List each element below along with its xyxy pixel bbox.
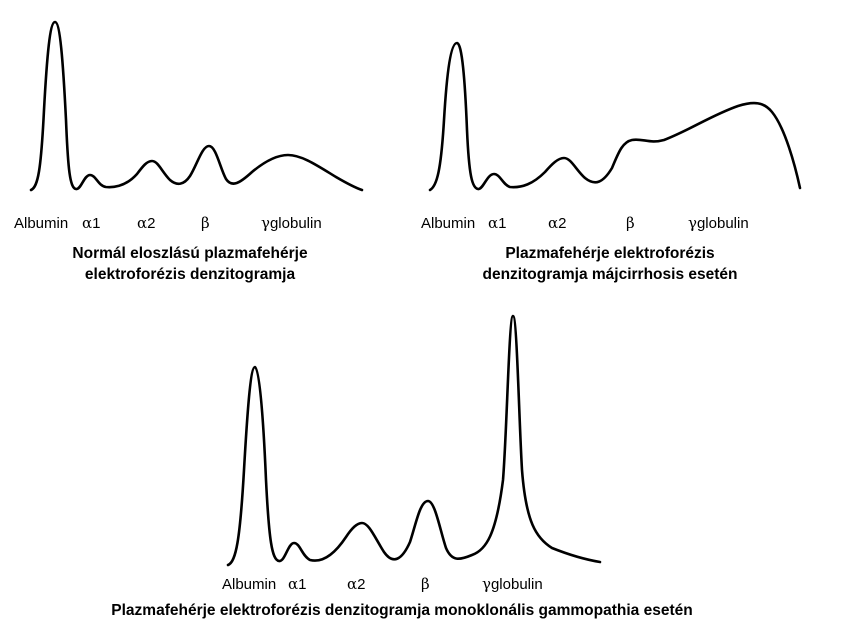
normal-label-gamma-globulin: γglobulin	[261, 214, 322, 232]
monoclonal-alpha1-num: 1	[298, 576, 306, 593]
normal-densitogram-curve	[29, 20, 364, 192]
normal-label-beta: β	[201, 214, 210, 232]
normal-caption-line-1: Normál eloszlású plazmafehérje	[72, 245, 308, 262]
normal-label-alpha2: α2	[137, 214, 155, 232]
monoclonal-densitogram-curve	[226, 314, 602, 567]
monoclonal-globulin-text: globulin	[491, 576, 543, 593]
normal-gamma-greek: γ	[261, 214, 270, 232]
cirrhosis-label-alpha2: α2	[548, 214, 566, 232]
cirrhosis-caption-line-2: denzitogramja májcirrhosis esetén	[483, 266, 738, 283]
cirrhosis-label-gamma-globulin: γglobulin	[688, 214, 749, 232]
monoclonal-alpha2-num: 2	[357, 576, 365, 593]
cirrhosis-gamma-greek: γ	[688, 214, 697, 232]
cirrhosis-label-beta: β	[626, 214, 635, 232]
normal-alpha1-greek: α	[82, 214, 92, 232]
normal-alpha2-num: 2	[147, 215, 155, 232]
cirrhosis-caption-line-1: Plazmafehérje elektroforézis	[505, 245, 714, 262]
normal-globulin-text: globulin	[270, 215, 322, 232]
normal-alpha1-num: 1	[92, 215, 100, 232]
monoclonal-caption: Plazmafehérje elektroforézis denzitogram…	[111, 602, 692, 619]
monoclonal-gamma-greek: γ	[482, 575, 491, 593]
panel-normal: Albumin α1 α2 β γglobulin Normál eloszlá…	[14, 20, 364, 283]
panel-monoclonal: Albumin α1 α2 β γglobulin Plazmafehérje …	[111, 314, 693, 619]
monoclonal-alpha2-greek: α	[347, 575, 357, 593]
monoclonal-label-alpha1: α1	[288, 575, 306, 593]
monoclonal-label-albumin: Albumin	[222, 576, 276, 593]
normal-caption-line-2: elektroforézis denzitogramja	[85, 266, 296, 283]
cirrhosis-alpha2-num: 2	[558, 215, 566, 232]
normal-label-alpha1: α1	[82, 214, 100, 232]
normal-label-albumin: Albumin	[14, 215, 68, 232]
cirrhosis-alpha1-greek: α	[488, 214, 498, 232]
cirrhosis-densitogram-curve	[428, 41, 802, 192]
cirrhosis-alpha1-num: 1	[498, 215, 506, 232]
monoclonal-label-beta: β	[421, 575, 430, 593]
normal-alpha2-greek: α	[137, 214, 147, 232]
panel-cirrhosis: Albumin α1 α2 β γglobulin Plazmafehérje …	[421, 41, 802, 283]
monoclonal-alpha1-greek: α	[288, 575, 298, 593]
monoclonal-label-gamma-globulin: γglobulin	[482, 575, 543, 593]
cirrhosis-alpha2-greek: α	[548, 214, 558, 232]
cirrhosis-label-albumin: Albumin	[421, 215, 475, 232]
cirrhosis-label-alpha1: α1	[488, 214, 506, 232]
monoclonal-label-alpha2: α2	[347, 575, 365, 593]
cirrhosis-globulin-text: globulin	[697, 215, 749, 232]
